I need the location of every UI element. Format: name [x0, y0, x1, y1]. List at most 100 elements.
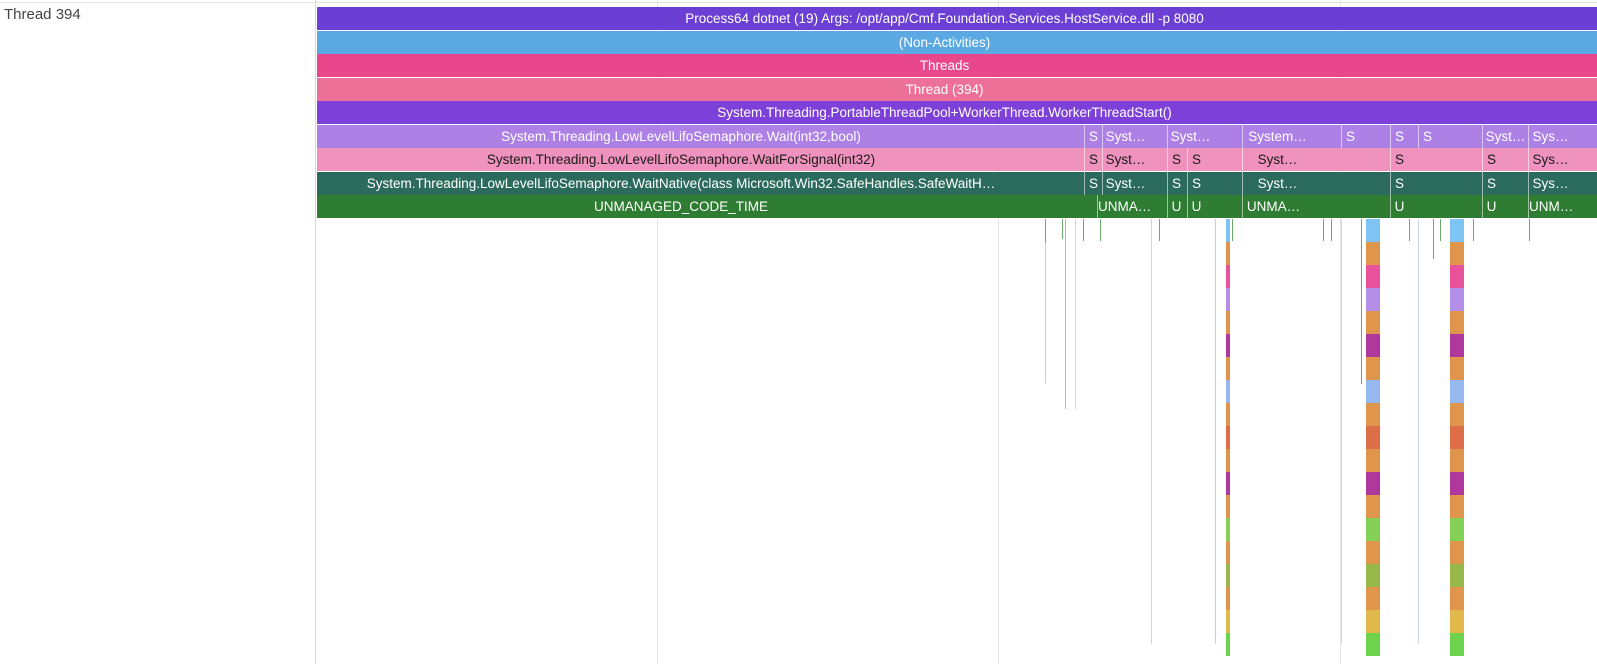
stack-sample-mark[interactable]	[1323, 219, 1324, 241]
flame-row-wait-native[interactable]: System.Threading.LowLevelLifoSemaphore.W…	[317, 172, 1597, 195]
stack-frame[interactable]	[1366, 587, 1380, 610]
unmanaged-segment[interactable]: UNM…	[1528, 195, 1572, 218]
wait-native-segment[interactable]: Syst…	[1102, 172, 1148, 195]
semaphore-wait-segment[interactable]: S	[1390, 125, 1408, 148]
call-stack-column[interactable]	[1226, 219, 1230, 656]
stack-sample-mark[interactable]	[1151, 219, 1152, 644]
stack-sample-mark[interactable]	[1433, 219, 1434, 259]
stack-frame[interactable]	[1450, 265, 1464, 288]
stack-sample-mark[interactable]	[1159, 219, 1160, 241]
stack-sample-mark[interactable]	[1062, 219, 1063, 239]
stack-frame[interactable]	[1226, 564, 1230, 587]
flame-row-semaphore-wait[interactable]: System.Threading.LowLevelLifoSemaphore.W…	[317, 125, 1597, 148]
stack-frame[interactable]	[1450, 403, 1464, 426]
stack-sample-mark[interactable]	[1232, 219, 1233, 241]
wait-native-segment[interactable]: S	[1084, 172, 1102, 195]
stack-sample-mark[interactable]	[1083, 219, 1084, 241]
stack-sample-mark[interactable]	[1331, 219, 1332, 241]
unmanaged-segment[interactable]: U	[1390, 195, 1408, 218]
wait-for-signal-segment[interactable]: S	[1390, 148, 1408, 171]
call-stack-column[interactable]	[1366, 219, 1380, 656]
stack-frame[interactable]	[1450, 587, 1464, 610]
stack-sample-mark[interactable]	[1075, 219, 1076, 409]
stack-frame[interactable]	[1366, 541, 1380, 564]
stack-frame[interactable]	[1450, 357, 1464, 380]
stack-sample-mark[interactable]	[1409, 219, 1410, 241]
stack-frame[interactable]	[1226, 518, 1230, 541]
flame-row-process[interactable]: Process64 dotnet (19) Args: /opt/app/Cmf…	[317, 7, 1597, 30]
stack-frame[interactable]	[1366, 495, 1380, 518]
stack-sample-mark[interactable]	[1100, 219, 1101, 241]
stack-frame[interactable]	[1226, 495, 1230, 518]
wait-native-segment[interactable]: Syst…	[1242, 172, 1312, 195]
stack-sample-mark[interactable]	[1215, 219, 1216, 644]
stack-frame[interactable]	[1226, 311, 1230, 334]
stack-frame[interactable]	[1366, 265, 1380, 288]
stack-sample-mark[interactable]	[1418, 219, 1419, 644]
unmanaged-segment[interactable]: U	[1482, 195, 1500, 218]
semaphore-wait-segment[interactable]: Syst…	[1102, 125, 1148, 148]
wait-for-signal-segment[interactable]: S	[1084, 148, 1102, 171]
stack-frame[interactable]	[1226, 449, 1230, 472]
semaphore-wait-segment[interactable]: Syst…	[1167, 125, 1213, 148]
stack-frame[interactable]	[1366, 472, 1380, 495]
wait-native-segment[interactable]: S	[1167, 172, 1185, 195]
call-stack-column[interactable]	[1450, 219, 1464, 656]
wait-for-signal-segment[interactable]: S	[1187, 148, 1205, 171]
stack-frame[interactable]	[1450, 610, 1464, 633]
stack-frame[interactable]	[1366, 242, 1380, 265]
stack-frame[interactable]	[1366, 357, 1380, 380]
wait-for-signal-segment[interactable]: S	[1167, 148, 1185, 171]
flame-row-worker-thread-start[interactable]: System.Threading.PortableThreadPool+Work…	[317, 101, 1597, 124]
semaphore-wait-segment[interactable]: Syst…	[1482, 125, 1528, 148]
stack-frame[interactable]	[1366, 518, 1380, 541]
wait-native-segment[interactable]: Sys…	[1528, 172, 1572, 195]
stack-sample-mark[interactable]	[1473, 219, 1474, 241]
stack-sample-mark[interactable]	[1045, 243, 1046, 383]
stack-frame[interactable]	[1226, 265, 1230, 288]
stack-sample-mark[interactable]	[1065, 219, 1066, 409]
semaphore-wait-segment[interactable]: S	[1084, 125, 1102, 148]
stack-frame[interactable]	[1226, 288, 1230, 311]
stack-frame[interactable]	[1366, 219, 1380, 242]
flame-graph[interactable]: Process64 dotnet (19) Args: /opt/app/Cmf…	[317, 0, 1597, 664]
stack-frame[interactable]	[1366, 633, 1380, 656]
stack-sample-mark[interactable]	[1341, 219, 1342, 644]
stack-sample-mark[interactable]	[1361, 219, 1362, 384]
stack-frame[interactable]	[1226, 472, 1230, 495]
stack-frame[interactable]	[1366, 311, 1380, 334]
flame-row-unmanaged-code-time[interactable]: UNMANAGED_CODE_TIME UNMA… U U UNMA… U U …	[317, 195, 1597, 218]
stack-frame[interactable]	[1450, 311, 1464, 334]
semaphore-wait-segment[interactable]: S	[1418, 125, 1436, 148]
stack-frame[interactable]	[1450, 518, 1464, 541]
wait-native-segment[interactable]: S	[1187, 172, 1205, 195]
unmanaged-segment[interactable]: U	[1187, 195, 1205, 218]
stack-frame[interactable]	[1226, 587, 1230, 610]
stack-frame[interactable]	[1226, 357, 1230, 380]
stack-frame[interactable]	[1226, 219, 1230, 242]
stack-frame[interactable]	[1226, 334, 1230, 357]
stack-frame[interactable]	[1450, 219, 1464, 242]
stack-frame[interactable]	[1366, 334, 1380, 357]
stack-frame[interactable]	[1226, 541, 1230, 564]
stack-frame[interactable]	[1450, 472, 1464, 495]
stack-frame[interactable]	[1450, 426, 1464, 449]
semaphore-wait-segment[interactable]: Sys…	[1528, 125, 1572, 148]
unmanaged-segment[interactable]: UNMA…	[1097, 195, 1151, 218]
stack-frame[interactable]	[1450, 495, 1464, 518]
flame-row-non-activities[interactable]: (Non-Activities)	[317, 31, 1597, 54]
wait-native-segment[interactable]: S	[1390, 172, 1408, 195]
stack-frame[interactable]	[1450, 633, 1464, 656]
stack-frame[interactable]	[1366, 449, 1380, 472]
stack-sample-mark[interactable]	[1529, 219, 1530, 241]
stack-frame[interactable]	[1450, 334, 1464, 357]
stack-frame[interactable]	[1450, 242, 1464, 265]
unmanaged-segment[interactable]: U	[1167, 195, 1185, 218]
wait-for-signal-segment[interactable]: Sys…	[1528, 148, 1572, 171]
stack-frame[interactable]	[1450, 541, 1464, 564]
stack-frame[interactable]	[1450, 288, 1464, 311]
stack-frame[interactable]	[1450, 380, 1464, 403]
stack-frame[interactable]	[1226, 242, 1230, 265]
stack-frame[interactable]	[1450, 449, 1464, 472]
stack-sample-mark[interactable]	[1045, 219, 1046, 243]
